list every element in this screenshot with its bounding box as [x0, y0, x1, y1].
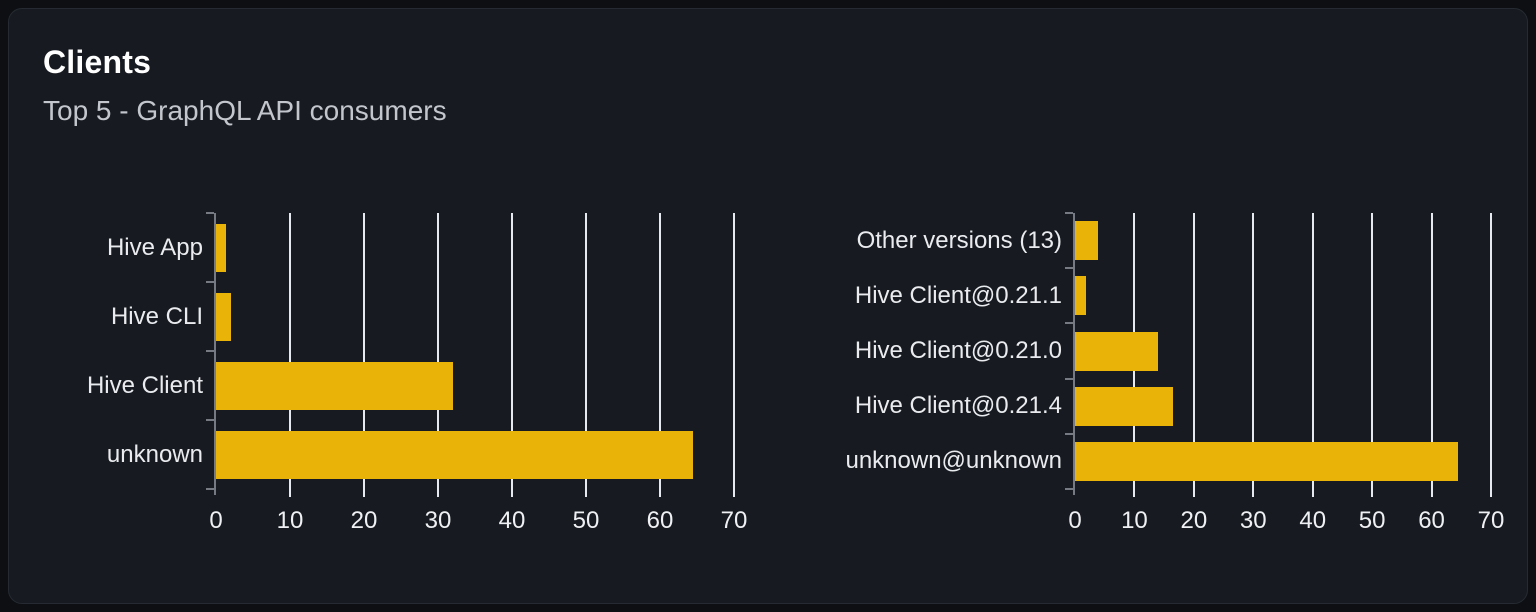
chart-bar[interactable]: [216, 361, 453, 410]
y-axis-tick: [1065, 488, 1073, 490]
x-tick-label: 60: [1418, 507, 1445, 534]
x-tick-label: 0: [209, 507, 223, 534]
y-axis-tick: [1065, 212, 1073, 214]
y-axis-tick: [206, 419, 214, 421]
y-axis-tick: [206, 212, 214, 214]
x-tick-label: 30: [1239, 507, 1267, 534]
category-label: unknown: [106, 440, 203, 468]
x-tick-label: 50: [1358, 507, 1386, 534]
y-axis-tick: [1065, 377, 1073, 380]
chart-bar[interactable]: [216, 430, 693, 479]
gridline: [1490, 213, 1492, 497]
x-tick-label: 10: [1121, 507, 1148, 534]
chart-bar[interactable]: [1075, 276, 1086, 316]
gridline: [1252, 213, 1255, 497]
chart-bar[interactable]: [216, 292, 231, 341]
x-tick-label: 40: [498, 507, 526, 534]
chart-bar[interactable]: [1075, 221, 1098, 261]
category-label: Hive CLI: [110, 302, 203, 330]
x-tick-label: 70: [1477, 507, 1505, 534]
card-subtitle: Top 5 - GraphQL API consumers: [43, 95, 447, 126]
gridline: [1371, 213, 1374, 497]
chart-bar[interactable]: [216, 223, 226, 272]
y-axis-tick: [1065, 432, 1073, 435]
x-tick-label: 10: [276, 507, 304, 534]
y-axis-tick: [206, 350, 214, 352]
x-tick-label: 60: [646, 507, 674, 534]
gridline: [585, 213, 587, 497]
gridline: [363, 213, 365, 497]
x-tick-label: 20: [350, 507, 378, 534]
category-label: Hive Client@0.21.4: [854, 392, 1062, 420]
y-axis-tick: [1065, 322, 1073, 325]
gridline: [659, 213, 661, 497]
y-axis-tick: [206, 488, 214, 490]
gridline: [1430, 213, 1433, 497]
y-axis-tick: [1065, 267, 1073, 270]
x-tick-label: 70: [720, 507, 748, 534]
clients-card: Clients Top 5 - GraphQL API consumers Hi…: [8, 8, 1528, 604]
gridline: [289, 213, 291, 497]
gridline: [1311, 213, 1314, 497]
gridline: [733, 213, 735, 497]
category-label: unknown@unknown: [845, 447, 1062, 475]
gridline: [437, 213, 439, 497]
y-axis-tick: [206, 281, 214, 283]
x-tick-label: 0: [1068, 507, 1082, 534]
clients-by-version-chart: Other versions (13) Hive Client@0.21.1 Hiv…: [9, 9, 1527, 603]
chart-bar[interactable]: [1075, 441, 1458, 481]
gridline: [511, 213, 513, 497]
category-label: Hive Client@0.21.0: [854, 337, 1062, 364]
y-axis-line: [1073, 213, 1075, 495]
gridline: [1192, 213, 1195, 497]
x-tick-label: 40: [1299, 507, 1327, 534]
chart-bar[interactable]: [1075, 331, 1158, 371]
chart-bar[interactable]: [1075, 386, 1173, 426]
card-title: Clients: [43, 44, 152, 80]
category-label: Hive App: [106, 233, 203, 261]
category-label: Hive Client@0.21.1: [854, 281, 1062, 309]
x-tick-label: 50: [572, 507, 600, 534]
y-axis-line: [214, 213, 216, 495]
x-tick-label: 20: [1180, 507, 1208, 534]
category-label: Hive Client: [86, 371, 203, 399]
clients-by-name-chart: Hive App Hive CLI Hive Client unknown 0 10 20 3…: [9, 9, 1527, 603]
category-label: Other versions (13): [856, 226, 1062, 254]
x-tick-label: 30: [424, 507, 452, 534]
